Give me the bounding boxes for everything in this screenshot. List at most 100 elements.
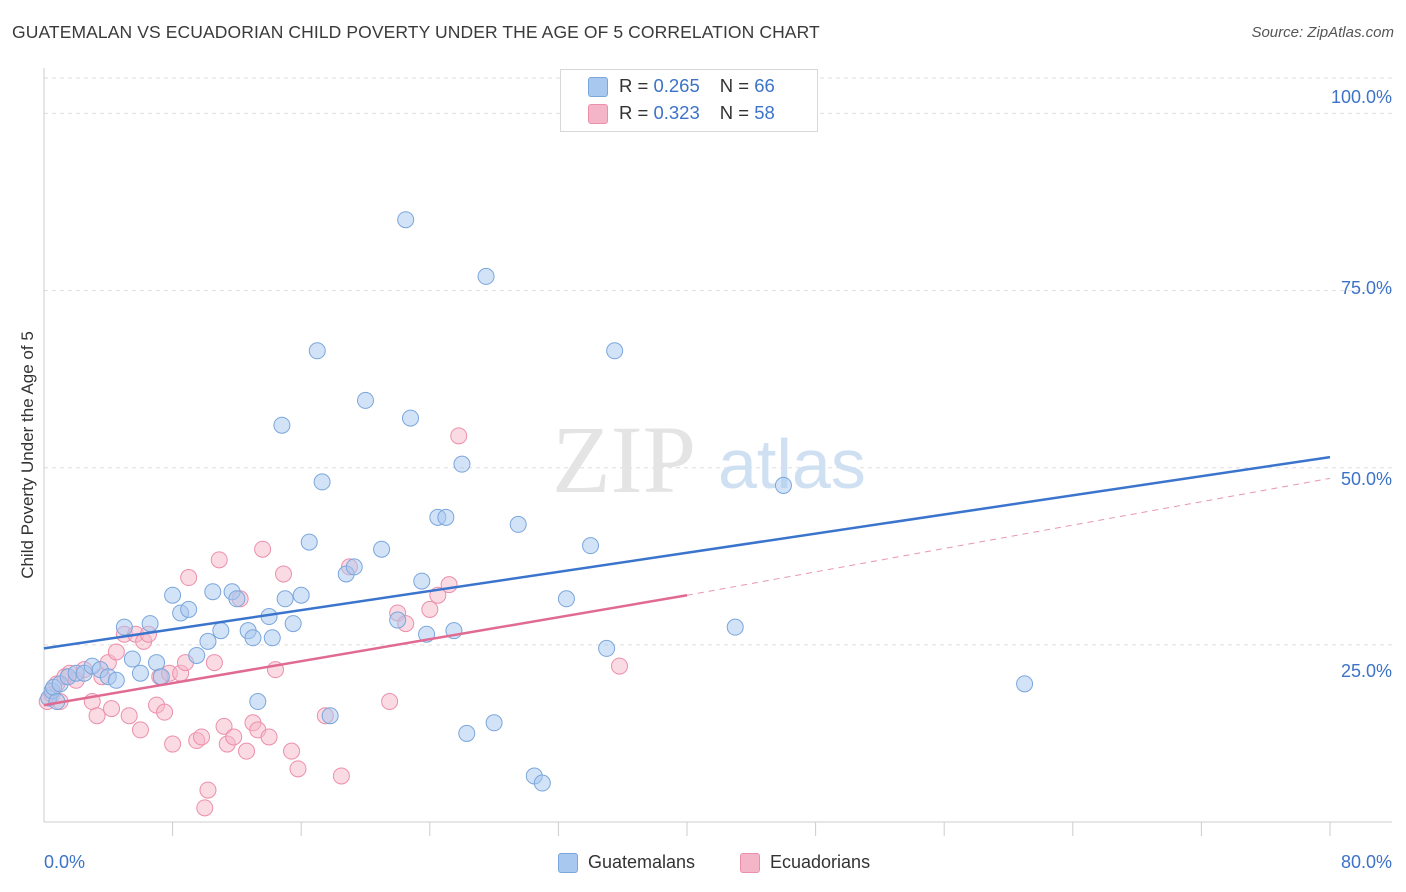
guatemalan-point-13 — [123, 650, 141, 668]
ecuadorian-point-17 — [131, 721, 149, 739]
guatemalan-point-12 — [115, 618, 133, 636]
ecuadorian-point-15 — [120, 707, 138, 725]
legend-guatemalans-label: Guatemalans — [588, 852, 696, 872]
ecuadorian-point-27 — [180, 569, 198, 587]
ecuadorian-point-46 — [289, 760, 307, 778]
guatemalan-point-21 — [188, 646, 206, 664]
ecuadorian-point-32 — [205, 654, 223, 672]
legend-guatemalans: Guatemalans — [558, 852, 695, 873]
ecuadorian-point-57 — [610, 657, 628, 675]
guatemalan-point-63 — [726, 618, 744, 636]
ecuadorian-point-50 — [381, 693, 399, 711]
guatemalan-point-24 — [212, 622, 230, 640]
ecuadorian-point-13 — [107, 643, 125, 661]
guatemalan-point-64 — [774, 476, 792, 494]
guatemalan-point-28 — [244, 629, 262, 647]
watermark: ZIP atlas — [552, 406, 866, 513]
guatemalans-swatch — [588, 77, 608, 97]
guatemalan-point-62 — [606, 342, 624, 360]
ecuadorian-point-41 — [254, 540, 272, 558]
guatemalan-point-15 — [141, 615, 159, 633]
guatemalan-point-29 — [249, 693, 267, 711]
guatemalan-point-43 — [373, 540, 391, 558]
ecuadorian-point-48 — [332, 767, 350, 785]
ecuadorians-trend-extension — [686, 477, 1331, 596]
ecuadorian-point-24 — [164, 735, 182, 753]
guatemalan-point-55 — [485, 714, 503, 732]
guatemalan-point-11 — [107, 671, 125, 689]
guatemalan-point-39 — [321, 707, 339, 725]
guatemalan-point-50 — [437, 508, 455, 526]
trend-lines — [43, 455, 1331, 707]
legend-guatemalans-swatch — [558, 852, 578, 873]
ecuadorian-point-44 — [275, 565, 293, 583]
ecuadorian-point-38 — [238, 742, 256, 760]
guatemalans-points — [40, 211, 1034, 792]
guatemalan-point-46 — [402, 409, 420, 427]
guatemalan-point-23 — [204, 583, 222, 601]
y-tick-100: 100.0% — [1330, 87, 1392, 107]
grid-lines — [44, 77, 1392, 646]
guatemalans-trend-line — [43, 455, 1331, 650]
guatemalan-point-34 — [284, 615, 302, 633]
ecuadorian-point-53 — [421, 600, 439, 618]
guatemalan-point-20 — [180, 600, 198, 618]
ecuadorian-point-56 — [450, 427, 468, 445]
guatemalan-point-37 — [308, 342, 326, 360]
ecuadorian-point-29 — [193, 728, 211, 746]
ecuadorian-point-9 — [88, 707, 106, 725]
legend-ecuadorians-swatch — [740, 852, 760, 873]
guatemalan-point-45 — [397, 211, 415, 229]
guatemalan-point-22 — [199, 632, 217, 650]
watermark-zip: ZIP — [552, 406, 696, 513]
x-tick-min: 0.0% — [44, 852, 86, 872]
guatemalan-point-35 — [292, 586, 310, 604]
guatemalan-point-58 — [533, 774, 551, 792]
correlation-legend: R = 0.265 N = 66 R = 0.323 N = 58 — [560, 69, 818, 132]
guatemalan-point-42 — [357, 391, 374, 409]
chart-title: GUATEMALAN VS ECUADORIAN CHILD POVERTY U… — [12, 22, 820, 42]
guatemalan-point-60 — [582, 537, 600, 555]
guatemalan-point-53 — [458, 724, 476, 742]
guatemalan-point-41 — [345, 558, 363, 576]
legend-ecuadorians: Ecuadorians — [740, 852, 870, 873]
guatemalan-point-33 — [276, 590, 294, 608]
ecuadorian-point-36 — [225, 728, 243, 746]
ecuadorian-point-42 — [260, 728, 278, 746]
ecuadorian-point-31 — [199, 781, 217, 799]
watermark-atlas: atlas — [718, 425, 866, 503]
legend-ecuadorians-label: Ecuadorians — [770, 852, 871, 872]
guatemalan-point-65 — [1016, 675, 1034, 693]
guatemalan-point-14 — [131, 664, 149, 682]
guatemalan-point-36 — [300, 533, 318, 551]
guatemalan-point-52 — [453, 455, 471, 473]
source-credit: Source: ZipAtlas.com — [1251, 24, 1394, 41]
ecuadorians-stats: R = 0.323 N = 58 — [619, 102, 775, 123]
ecuadorian-point-12 — [103, 700, 121, 718]
ecuadorian-point-45 — [283, 742, 301, 760]
y-tick-25: 25.0% — [1340, 661, 1392, 681]
ecuadorians-swatch — [588, 104, 608, 124]
guatemalans-stats: R = 0.265 N = 66 — [619, 75, 775, 96]
guatemalan-point-31 — [263, 629, 281, 647]
guatemalan-point-38 — [313, 473, 331, 491]
guatemalan-point-26 — [228, 590, 246, 608]
y-tick-75: 75.0% — [1340, 278, 1392, 298]
guatemalan-point-61 — [598, 639, 616, 657]
guatemalan-point-18 — [164, 586, 182, 604]
ecuadorian-point-34 — [215, 717, 233, 735]
ecuadorians-trend-line — [43, 594, 688, 707]
y-tick-50: 50.0% — [1340, 469, 1392, 489]
ecuadorian-point-33 — [210, 551, 228, 569]
guatemalan-point-59 — [557, 590, 575, 608]
ecuadorian-point-22 — [156, 703, 174, 721]
guatemalan-point-56 — [509, 515, 527, 533]
guatemalan-point-32 — [273, 416, 291, 434]
guatemalan-point-47 — [413, 572, 431, 590]
guatemalan-point-54 — [477, 267, 495, 285]
x-tick-max: 80.0% — [1340, 852, 1392, 872]
guatemalan-point-44 — [389, 611, 407, 629]
guatemalan-point-17 — [152, 668, 170, 686]
guatemalan-point-16 — [148, 654, 166, 672]
